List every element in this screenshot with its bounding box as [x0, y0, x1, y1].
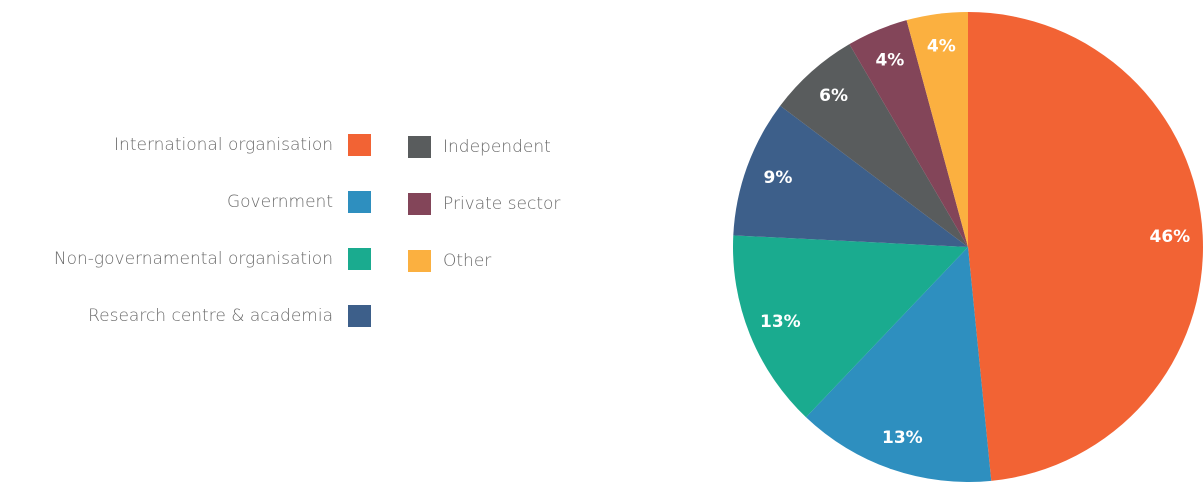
- slice-label: 4%: [927, 37, 956, 57]
- slice-label: 13%: [760, 312, 801, 332]
- legend-swatch: [348, 191, 371, 213]
- legend-label: International organisation: [114, 135, 333, 155]
- legend-label: Research centre & academia: [88, 306, 333, 326]
- slice-label: 6%: [819, 86, 848, 106]
- legend-label: Private sector: [443, 194, 560, 214]
- slice-label: 46%: [1149, 227, 1190, 247]
- pie-slice: [733, 235, 968, 418]
- pie-slice: [968, 12, 1203, 481]
- legend-swatch: [408, 193, 431, 215]
- pie-slice: [906, 11, 968, 247]
- legend-label: Non-governamental organisation: [54, 249, 333, 269]
- slice-label: 4%: [875, 51, 904, 71]
- pie-slice: [733, 105, 968, 247]
- legend-swatch: [348, 134, 371, 156]
- pie-slice: [780, 44, 968, 247]
- legend-swatch: [348, 305, 371, 327]
- pie-slice: [806, 247, 992, 482]
- legend-swatch: [408, 136, 431, 158]
- legend-label: Government: [227, 192, 333, 212]
- pie-slice: [849, 20, 968, 248]
- legend-swatch: [408, 250, 431, 272]
- legend-label: Other: [443, 251, 491, 271]
- legend-swatch: [348, 248, 371, 270]
- legend-label: Independent: [443, 137, 551, 157]
- slice-label: 13%: [882, 428, 923, 448]
- slice-label: 9%: [764, 168, 793, 188]
